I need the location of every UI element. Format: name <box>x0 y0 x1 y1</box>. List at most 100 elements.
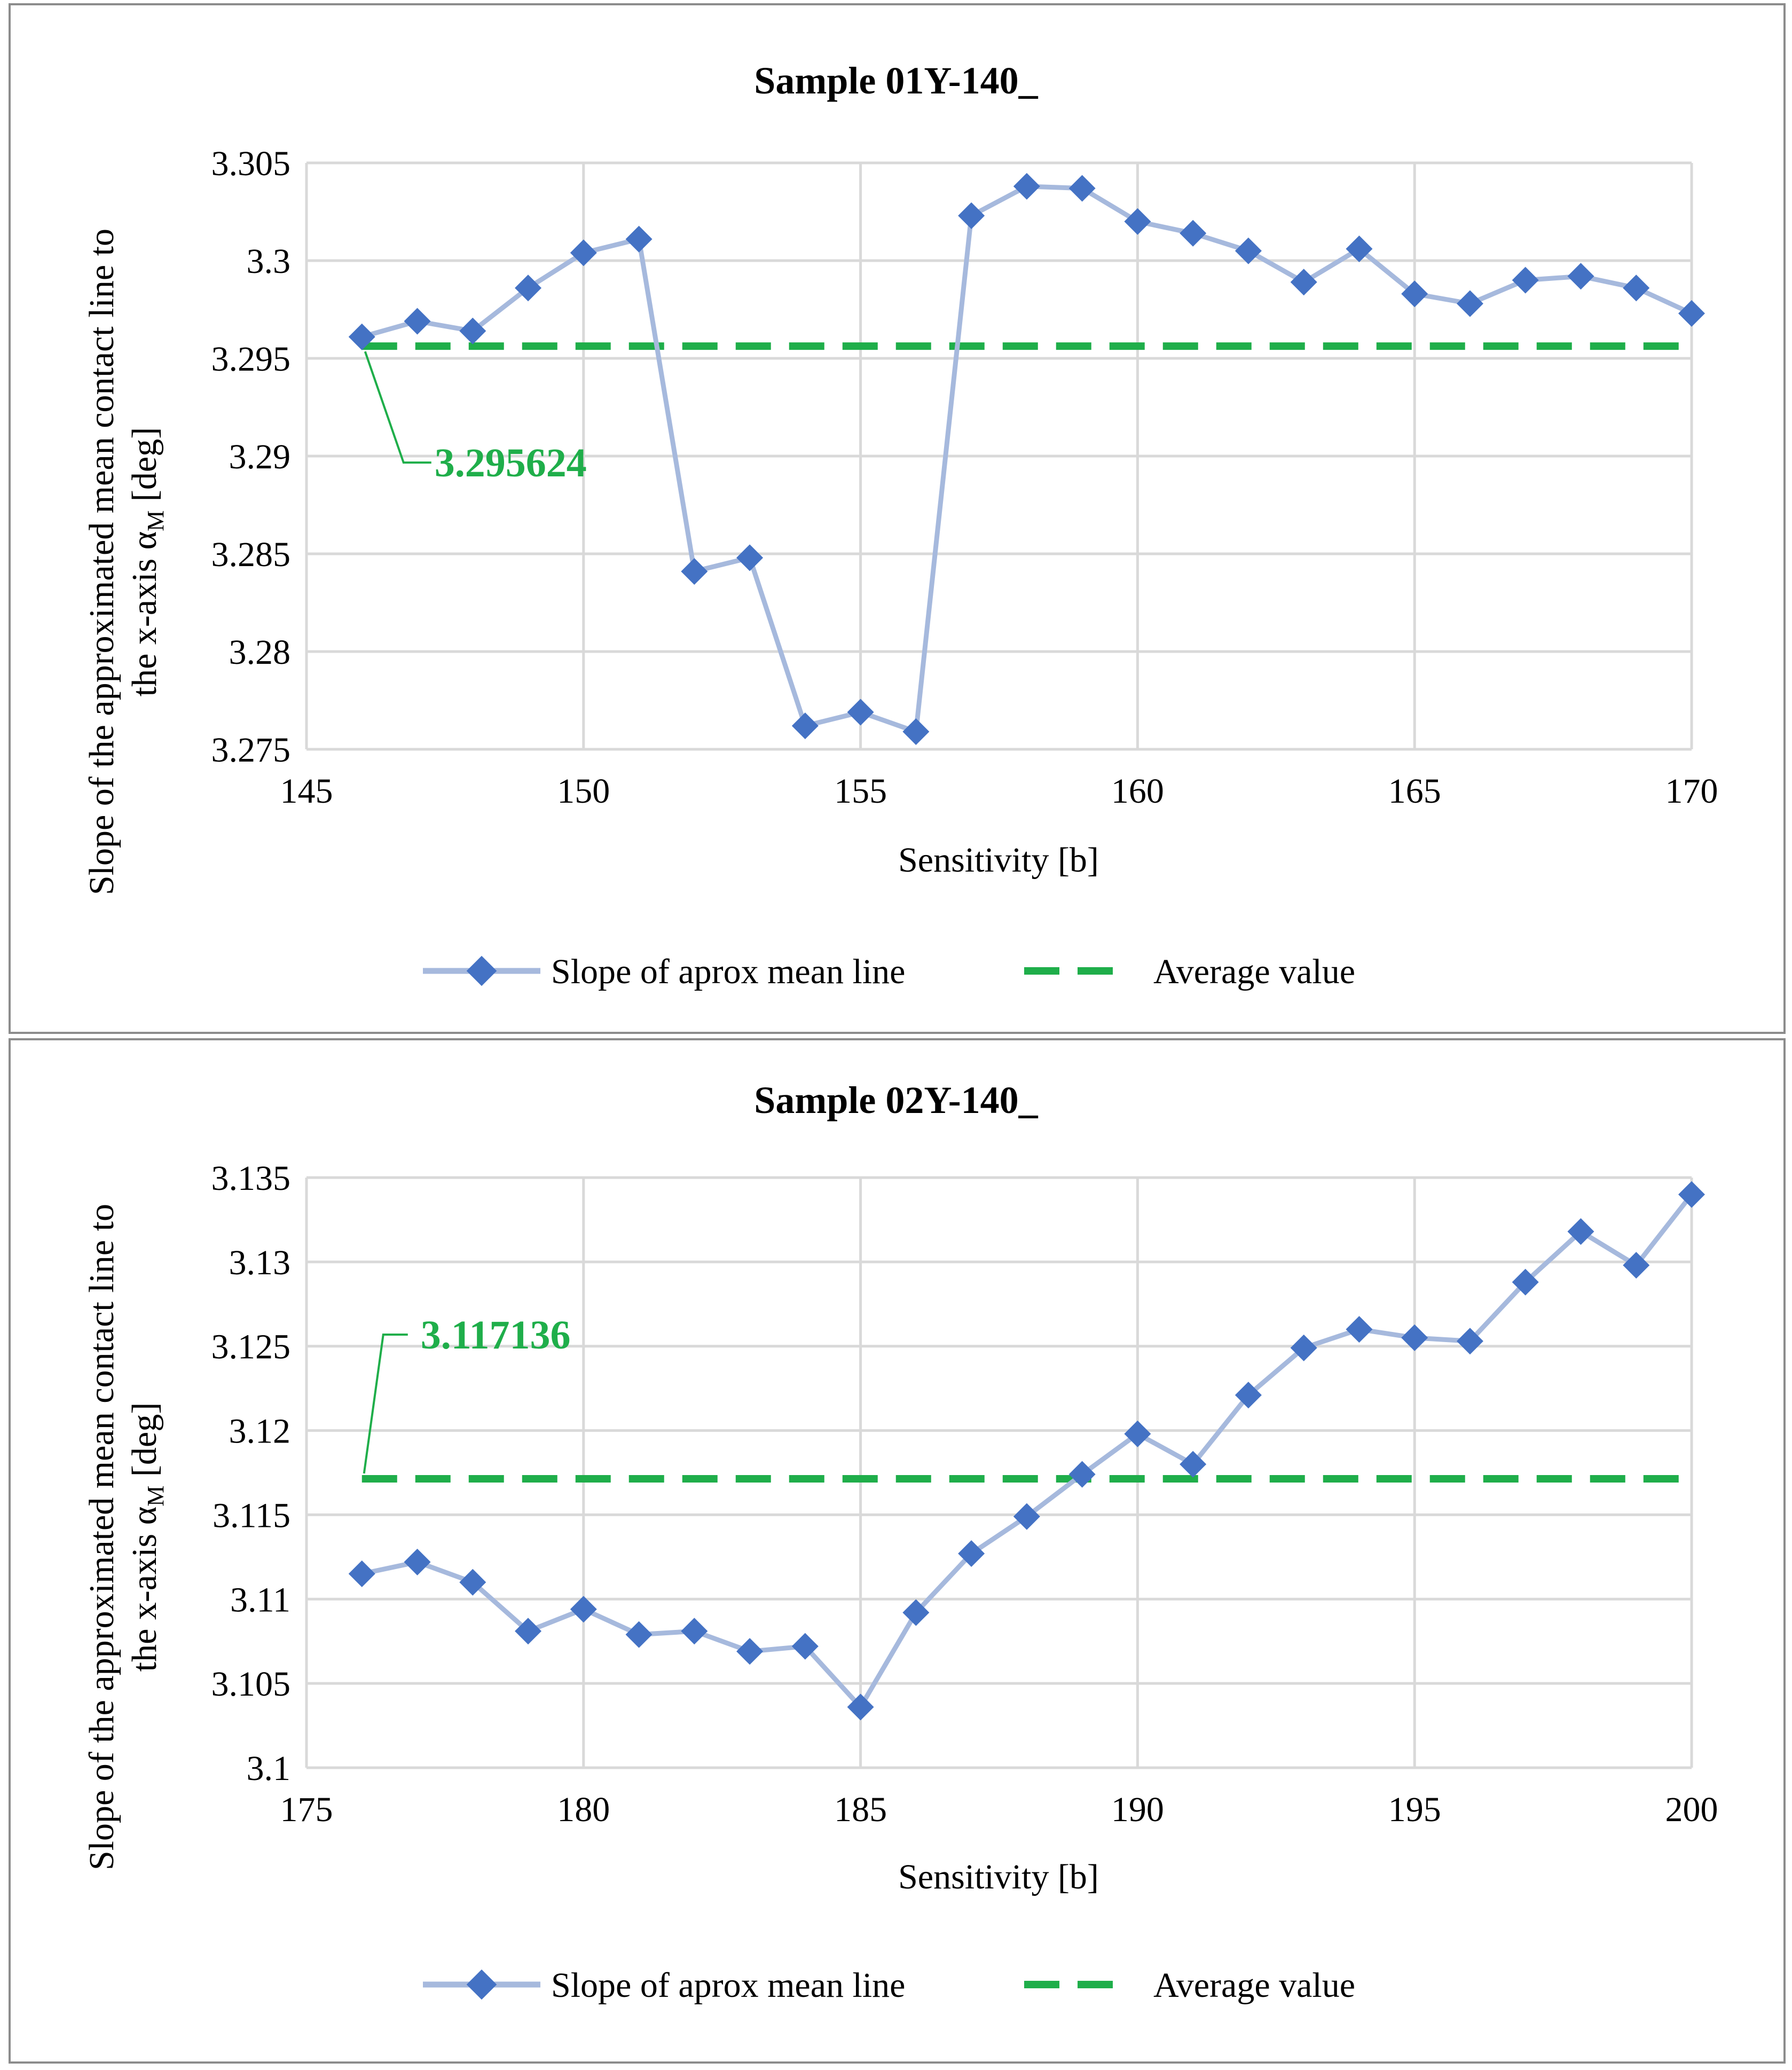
chart-1-y-tick-label: 3.29 <box>229 437 291 476</box>
chart-2-data-point <box>1512 1268 1539 1296</box>
chart-2-x-tick-label: 185 <box>834 1790 887 1829</box>
chart-1-data-point <box>570 239 597 266</box>
chart-1-data-point <box>1567 263 1594 290</box>
chart-1-y-tick-label: 3.305 <box>211 144 291 183</box>
chart-2-data-point <box>1401 1324 1428 1351</box>
chart-2-data-point <box>1346 1316 1373 1343</box>
chart-2-data-point <box>1290 1334 1317 1361</box>
chart-2-data-point <box>791 1633 819 1660</box>
chart-1-data-point <box>515 275 542 302</box>
chart-2-y-axis-label-line2: the x-axis αM [deg] <box>125 1402 169 1672</box>
chart-1-x-tick-label: 155 <box>834 772 887 811</box>
chart-1-y-axis-label-line2: the x-axis αM [deg] <box>125 427 169 696</box>
chart-1-data-point <box>847 699 874 726</box>
chart-1-data-point <box>1512 266 1539 294</box>
chart-2-x-axis-label: Sensitivity [b] <box>898 1857 1099 1896</box>
chart-1-legend-series-label: Slope of aprox mean line <box>551 952 905 991</box>
chart-panel-1: Sample 01Y-140_ 3.2753.283.2853.293.2953… <box>9 3 1786 1034</box>
chart-1-data-point <box>348 323 375 350</box>
chart-1-y-axis-label-line1: Slope of the approximated mean contact l… <box>82 229 121 895</box>
chart-2-gridlines <box>305 1176 1693 1769</box>
chart-1-y-tick-label: 3.275 <box>211 731 291 770</box>
chart-1-data-point <box>1346 236 1373 263</box>
chart-2-data-point <box>847 1693 874 1721</box>
chart-2-average-annotation: 3.117136 <box>363 1313 571 1474</box>
chart-2-y-tick-label: 3.13 <box>229 1243 291 1282</box>
chart-2-data-point <box>736 1638 764 1665</box>
chart-2-data-point <box>1124 1420 1151 1447</box>
chart-2-data-point <box>958 1540 985 1567</box>
chart-2-data-point <box>1180 1450 1207 1478</box>
chart-2-x-tick-labels: 175 180 185 190 195 200 <box>280 1790 1718 1829</box>
chart-2-data-point <box>1623 1252 1650 1279</box>
chart-1-data-point <box>1401 280 1428 308</box>
chart-2-y-tick-label: 3.135 <box>211 1159 291 1198</box>
chart-1-x-axis-label: Sensitivity [b] <box>898 841 1099 880</box>
chart-2-y-tick-label: 3.105 <box>211 1665 291 1704</box>
chart-1-data-point <box>1678 300 1705 327</box>
chart-2-data-point <box>1068 1461 1096 1488</box>
chart-1-data-point <box>625 225 653 253</box>
chart-2-legend: Slope of aprox mean line Average value <box>423 1966 1355 2005</box>
chart-2-data-point <box>902 1599 930 1626</box>
chart-1-annotation-label: 3.295624 <box>435 441 587 485</box>
chart-1-data-point <box>459 317 486 344</box>
chart-2-annotation-leader <box>363 1333 408 1474</box>
chart-2-data-point <box>348 1560 375 1587</box>
chart-1-data-point <box>1290 269 1317 296</box>
chart-1-title: Sample 01Y-140_ <box>754 59 1038 102</box>
chart-2-y-tick-label: 3.125 <box>211 1328 291 1367</box>
chart-1-x-tick-label: 160 <box>1111 772 1164 811</box>
chart-2-data-point <box>404 1548 431 1575</box>
chart-panel-2: Sample 02Y-140_ 3.13.1053.113.1153.123.1… <box>9 1038 1786 2064</box>
chart-2-y-tick-label: 3.11 <box>230 1580 290 1619</box>
chart-1-data-point <box>1013 172 1040 200</box>
chart-2-y-axis-label-line1: Slope of the approximated mean contact l… <box>82 1204 121 1870</box>
chart-1-slope-series <box>348 172 1705 746</box>
chart-2-x-tick-label: 200 <box>1665 1790 1718 1829</box>
chart-1-data-point <box>681 558 708 585</box>
chart-1-annotation-leader <box>364 351 431 464</box>
chart-1-data-point <box>1235 237 1262 264</box>
chart-2-y-tick-label: 3.12 <box>229 1412 291 1451</box>
chart-1-y-tick-labels: 3.275 3.28 3.285 3.29 3.295 3.3 3.305 <box>211 144 291 770</box>
chart-2-data-point <box>1567 1218 1594 1245</box>
chart-1-x-tick-label: 165 <box>1388 772 1441 811</box>
chart-2-data-point <box>459 1569 486 1596</box>
chart-1-x-tick-label: 150 <box>557 772 610 811</box>
chart-2-data-point <box>515 1618 542 1645</box>
chart-1-data-point <box>1180 219 1207 247</box>
chart-2-x-tick-label: 180 <box>557 1790 610 1829</box>
chart-2-legend-series-marker <box>466 1969 497 2000</box>
chart-1-legend-average-label: Average value <box>1153 952 1355 991</box>
chart-1-y-tick-label: 3.28 <box>229 633 291 672</box>
chart-2-data-point <box>1235 1382 1262 1409</box>
chart-2-y-tick-label: 3.1 <box>247 1749 291 1788</box>
chart-1-data-point <box>736 544 764 571</box>
chart-2-y-tick-label: 3.115 <box>213 1496 290 1535</box>
chart-2-legend-average-label: Average value <box>1153 1966 1355 2005</box>
chart-1-data-point <box>958 202 985 229</box>
chart-2-slope-series <box>348 1181 1705 1721</box>
chart-2-y-tick-labels: 3.1 3.105 3.11 3.115 3.12 3.125 3.13 3.135 <box>211 1159 291 1788</box>
chart-1-data-point <box>1456 290 1483 317</box>
chart-1-data-point <box>902 718 930 746</box>
chart-1-x-tick-label: 145 <box>280 772 333 811</box>
chart-1-x-tick-label: 170 <box>1665 772 1718 811</box>
chart-2-data-point <box>681 1618 708 1645</box>
chart-2-data-point <box>625 1621 653 1648</box>
chart-2-x-tick-label: 195 <box>1388 1790 1441 1829</box>
chart-1-data-point <box>791 712 819 740</box>
chart-2-annotation-label: 3.117136 <box>421 1313 571 1358</box>
chart-2-data-point <box>1456 1328 1483 1355</box>
chart-1-legend: Slope of aprox mean line Average value <box>423 952 1355 991</box>
chart-1-legend-series-marker <box>466 955 497 986</box>
chart-1-data-point <box>1124 208 1151 235</box>
chart-2-data-point <box>570 1596 597 1623</box>
chart-2-data-point <box>1013 1503 1040 1530</box>
chart-2-legend-series-label: Slope of aprox mean line <box>551 1966 905 2005</box>
chart-2-x-tick-label: 175 <box>280 1790 333 1829</box>
chart-1-data-point <box>404 308 431 335</box>
